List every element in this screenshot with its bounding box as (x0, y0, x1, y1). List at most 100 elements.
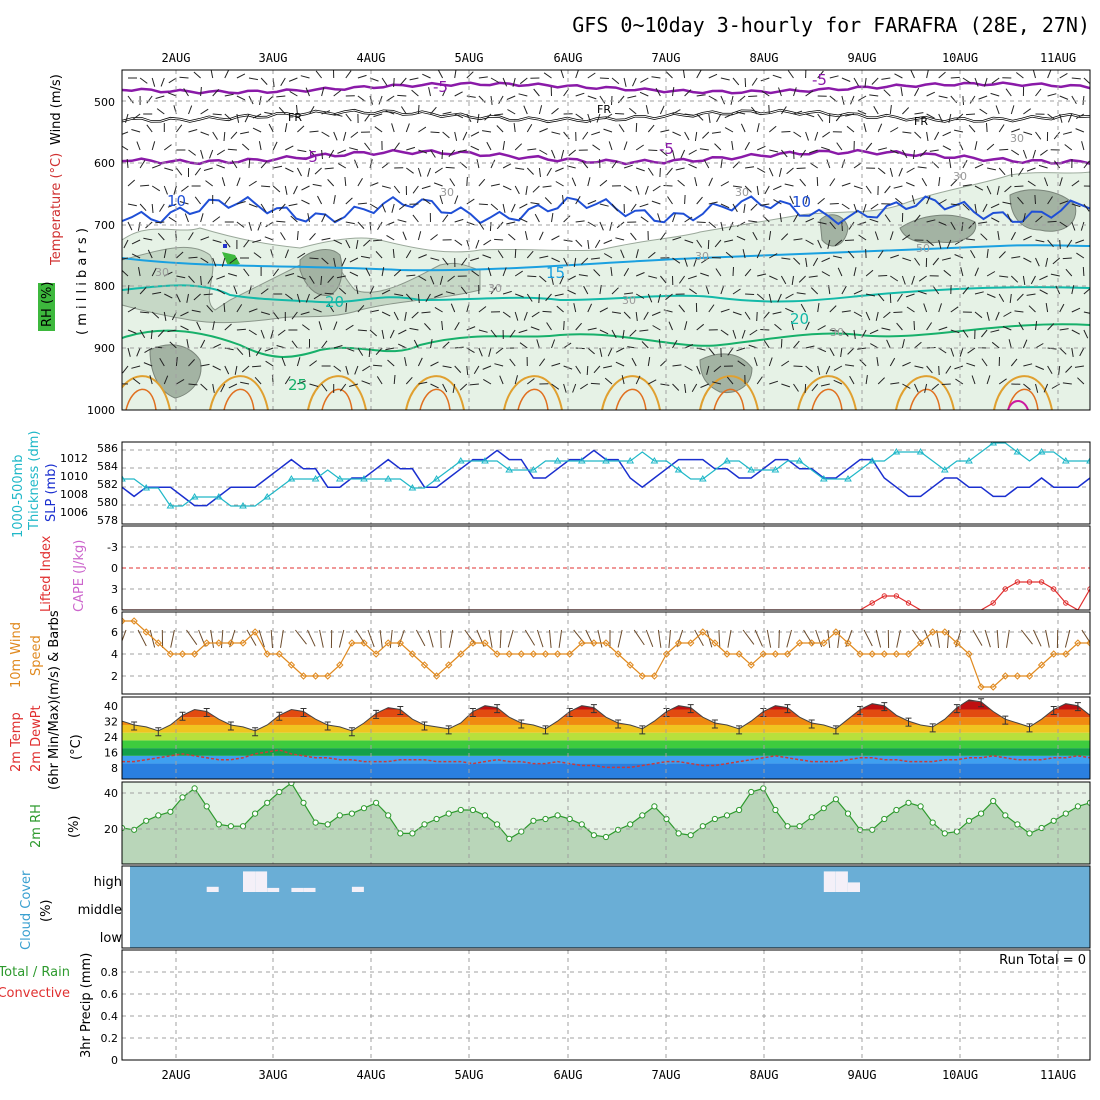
cloud-bar (848, 882, 860, 892)
wind-barb (1018, 321, 1024, 331)
rh-marker (1086, 799, 1090, 806)
wind-marker (868, 650, 876, 658)
rh-marker (360, 805, 368, 812)
thickness-marker (1086, 457, 1090, 464)
wind-barb (730, 95, 734, 105)
temp-band (122, 724, 1090, 733)
wind-barb (901, 339, 905, 349)
wind-barb (212, 239, 222, 243)
wind-barb (883, 89, 891, 97)
wind-barb (248, 221, 252, 231)
wind-barb (519, 342, 528, 349)
wind-barb (623, 77, 627, 87)
wind-marker (1001, 672, 1010, 680)
wind-barb (627, 95, 637, 99)
barbs-axis-label: (m/s) & Barbs (47, 610, 62, 700)
wind-barb (328, 304, 335, 313)
wind-barb (1047, 196, 1053, 205)
wind-barb (284, 123, 288, 133)
wind-barb (367, 629, 375, 648)
wind-marker (565, 650, 574, 658)
thickness-marker (481, 457, 489, 464)
wind-tick-label: 4 (111, 648, 118, 661)
wind-barb (176, 378, 185, 385)
wind-barb (720, 95, 726, 105)
wind-barb (914, 257, 921, 266)
wind-barb (411, 89, 419, 97)
wind-barb (587, 113, 592, 123)
wind-barb (157, 232, 165, 241)
wind-barb (398, 329, 407, 335)
wind-barb (751, 106, 758, 115)
rh-marker (336, 812, 343, 819)
20-degree-contour (122, 284, 1090, 304)
wind-barb (849, 375, 855, 385)
wind-barb (296, 104, 298, 115)
wind-marker (408, 650, 417, 658)
wind-marker (807, 639, 816, 647)
wind-barb (668, 629, 671, 648)
wind-barb (175, 167, 183, 176)
wind-barb (805, 131, 809, 141)
lifted-axis-label: Lifted Index (39, 535, 54, 612)
wind-barb (923, 303, 928, 313)
wind-barb (393, 77, 395, 88)
wind-barb (355, 285, 359, 295)
wind-barb (785, 307, 794, 313)
wind-barb (793, 110, 803, 115)
wind-barb (1059, 200, 1069, 205)
wind-barb (657, 213, 661, 223)
wind-barb (321, 237, 331, 241)
wind-barb (603, 239, 613, 244)
wind-barb (398, 203, 407, 210)
wind-barb (538, 167, 541, 177)
date-label: 10AUG (942, 1068, 978, 1082)
wind-barb (212, 216, 221, 223)
wind-barb (962, 286, 969, 295)
wind-barb (502, 163, 512, 169)
wind-barb (934, 131, 940, 141)
minmax-mark (131, 721, 138, 731)
wind-barb (594, 239, 601, 249)
wind-barb (428, 629, 434, 648)
wind-barb (261, 185, 271, 188)
wind-barb (328, 149, 335, 158)
wind-barb (926, 195, 931, 205)
wind-barb (132, 113, 141, 120)
wind-barb (545, 293, 552, 302)
wind-barb (428, 87, 431, 97)
wind-barb (572, 383, 577, 393)
wind-barb (911, 275, 915, 285)
wind-barb (236, 95, 246, 101)
wind-barb (167, 92, 177, 97)
lifted-marker (990, 600, 996, 606)
wind-barb (902, 383, 911, 389)
wind-barb (546, 322, 552, 331)
wind-barb (836, 142, 843, 151)
wind-barb (243, 239, 250, 248)
wind-barb (188, 383, 198, 386)
wind-barb (186, 339, 189, 349)
wind-barb (1071, 180, 1080, 187)
wind-barb (264, 347, 274, 352)
wind-barb (643, 311, 649, 321)
wind-barb (421, 311, 431, 314)
wind-barb (127, 203, 137, 207)
wind-barb (982, 203, 988, 213)
wind-barb (163, 249, 167, 259)
wind-barb (1007, 213, 1012, 223)
wind-barb (514, 311, 519, 321)
wind-barb (966, 238, 976, 241)
wind-barb (696, 221, 706, 223)
wind-barb (277, 329, 286, 336)
minmax-mark (615, 719, 622, 729)
wind-barb (599, 285, 602, 295)
wind-barb (647, 357, 651, 367)
wind-barb (694, 131, 698, 141)
wind-barb (127, 306, 136, 313)
wind-barb (159, 203, 165, 212)
minmax-mark (300, 707, 307, 717)
wind-barb (902, 107, 910, 115)
wind-barb (938, 71, 946, 79)
wind-barb (1059, 347, 1067, 355)
